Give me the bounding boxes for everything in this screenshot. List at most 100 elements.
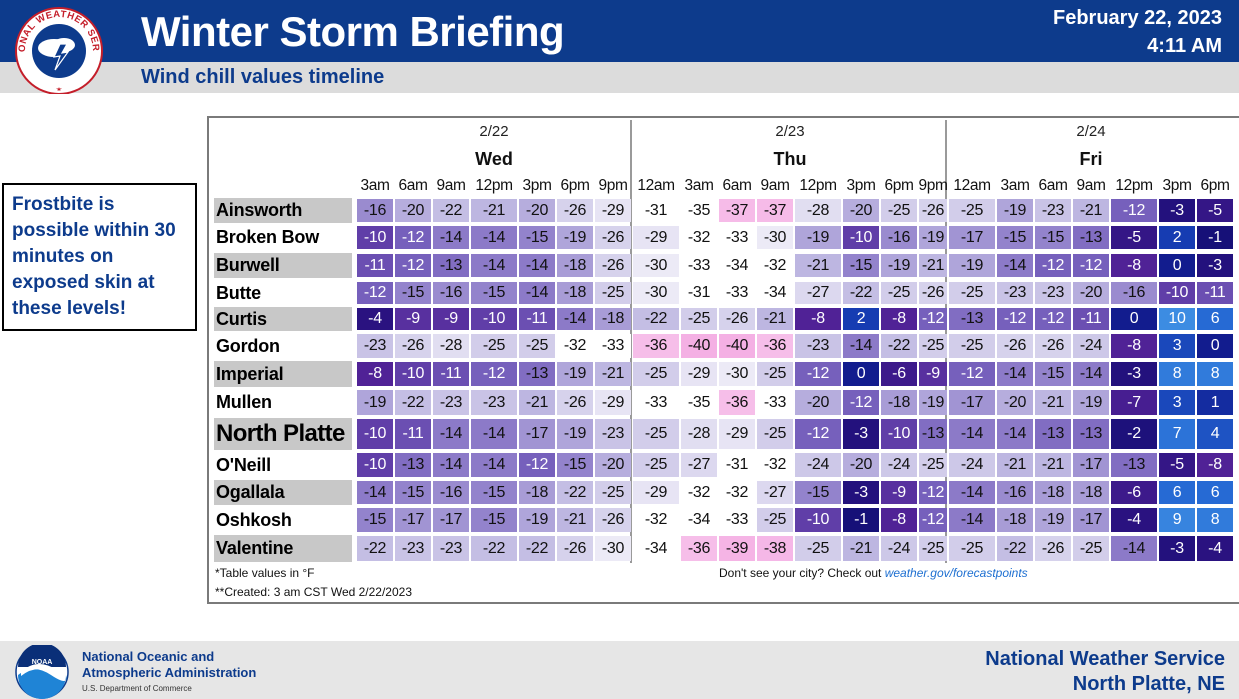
- wind-chill-cell: -20: [843, 453, 879, 477]
- wind-chill-cell: -13: [949, 308, 995, 330]
- hour-header: 12pm: [475, 177, 513, 194]
- wind-chill-cell: -14: [471, 419, 517, 449]
- wind-chill-cell: -12: [471, 362, 517, 386]
- wind-chill-cell: -29: [595, 199, 631, 222]
- wind-chill-cell: -20: [795, 390, 841, 415]
- wind-chill-cell: -26: [557, 536, 593, 561]
- wind-chill-cell: -38: [757, 536, 793, 561]
- wind-chill-cell: -16: [997, 481, 1033, 504]
- hour-header: 9am: [760, 177, 790, 194]
- wind-chill-cell: -33: [681, 254, 717, 277]
- wind-chill-cell: -13: [1073, 419, 1109, 449]
- wind-chill-cell: 1: [1197, 390, 1233, 415]
- wind-chill-cell: -22: [633, 308, 679, 330]
- forecastpoints-link[interactable]: weather.gov/forecastpoints: [884, 566, 1028, 580]
- wind-chill-cell: 8: [1159, 362, 1195, 386]
- wind-chill-cell: -12: [919, 508, 947, 532]
- wind-chill-cell: -24: [1073, 334, 1109, 358]
- wind-chill-cell: -12: [919, 308, 947, 330]
- wind-chill-cell: -15: [471, 508, 517, 532]
- wind-chill-cell: -14: [997, 254, 1033, 277]
- wind-chill-cell: -33: [595, 334, 631, 358]
- wind-chill-cell: -11: [433, 362, 469, 386]
- wind-chill-cell: -1: [843, 508, 879, 532]
- wind-chill-cell: -10: [1159, 282, 1195, 304]
- wind-chill-cell: -9: [881, 481, 917, 504]
- wind-chill-cell: -3: [1159, 536, 1195, 561]
- wind-chill-cell: 3: [1159, 390, 1195, 415]
- wind-chill-cell: -22: [843, 282, 879, 304]
- wind-chill-cell: -32: [719, 481, 755, 504]
- wind-chill-cell: 10: [1159, 308, 1195, 330]
- city-label: Ogallala: [214, 480, 352, 505]
- hour-header: 12pm: [799, 177, 837, 194]
- wind-chill-cell: -35: [681, 199, 717, 222]
- wind-chill-cell: 4: [1197, 419, 1233, 449]
- wind-chill-cell: -25: [949, 536, 995, 561]
- wind-chill-cell: -34: [719, 254, 755, 277]
- hour-header: 12am: [637, 177, 675, 194]
- wind-chill-cell: -8: [795, 308, 841, 330]
- hour-header: 3pm: [1162, 177, 1192, 194]
- wind-chill-cell: -14: [1111, 536, 1157, 561]
- wind-chill-cell: -31: [681, 282, 717, 304]
- wind-chill-cell: -32: [757, 453, 793, 477]
- day-name-header: Thu: [773, 149, 807, 169]
- hour-header: 9am: [1076, 177, 1106, 194]
- hour-header: 6am: [1038, 177, 1068, 194]
- wind-chill-cell: -32: [757, 254, 793, 277]
- wind-chill-cell: -8: [1111, 334, 1157, 358]
- wind-chill-cell: -15: [471, 282, 517, 304]
- wind-chill-cell: -34: [633, 536, 679, 561]
- wind-chill-cell: 6: [1197, 308, 1233, 330]
- wind-chill-cell: -19: [1073, 390, 1109, 415]
- hour-header: 3am: [1000, 177, 1030, 194]
- wind-chill-cell: -27: [795, 282, 841, 304]
- wind-chill-cell: -25: [633, 362, 679, 386]
- wind-chill-cell: -28: [795, 199, 841, 222]
- wind-chill-cell: -11: [519, 308, 555, 330]
- city-label: Oshkosh: [216, 510, 292, 530]
- wind-chill-cell: -40: [681, 334, 717, 358]
- wind-chill-cell: -21: [519, 390, 555, 415]
- wind-chill-cell: -12: [1035, 308, 1071, 330]
- hour-header: 12am: [953, 177, 991, 194]
- wind-chill-cell: -14: [997, 362, 1033, 386]
- wind-chill-cell: -4: [1197, 536, 1233, 561]
- wind-chill-cell: -19: [795, 226, 841, 249]
- wind-chill-cell: 3: [1159, 334, 1195, 358]
- wind-chill-cell: -25: [519, 334, 555, 358]
- wind-chill-cell: -8: [357, 362, 393, 386]
- wind-chill-cell: -10: [395, 362, 431, 386]
- wind-chill-cell: -18: [595, 308, 631, 330]
- wind-chill-cell: -14: [949, 508, 995, 532]
- wind-chill-cell: -32: [633, 508, 679, 532]
- hour-header: 3pm: [522, 177, 552, 194]
- wind-chill-cell: -19: [357, 390, 393, 415]
- header-bar: [0, 0, 1239, 62]
- wind-chill-cell: -24: [949, 453, 995, 477]
- wind-chill-cell: -18: [881, 390, 917, 415]
- hour-header: 6pm: [1200, 177, 1230, 194]
- wind-chill-cell: -12: [519, 453, 555, 477]
- wind-chill-cell: -23: [433, 390, 469, 415]
- wind-chill-cell: -15: [795, 481, 841, 504]
- wind-chill-cell: -4: [1111, 508, 1157, 532]
- wind-chill-cell: -25: [681, 308, 717, 330]
- wind-chill-cell: -9: [395, 308, 431, 330]
- wind-chill-cell: -33: [719, 282, 755, 304]
- wind-chill-cell: -27: [757, 481, 793, 504]
- wind-chill-cell: -23: [997, 282, 1033, 304]
- wind-chill-cell: -19: [881, 254, 917, 277]
- wind-chill-cell: -40: [719, 334, 755, 358]
- wind-chill-cell: -12: [949, 362, 995, 386]
- wind-chill-cell: -13: [1035, 419, 1071, 449]
- wind-chill-cell: -14: [843, 334, 879, 358]
- wind-chill-cell: -6: [1111, 481, 1157, 504]
- wind-chill-cell: -22: [557, 481, 593, 504]
- wind-chill-cell: -13: [433, 254, 469, 277]
- frostbite-callout: Frostbite is possible within 30 minutes …: [2, 183, 197, 331]
- wind-chill-cell: -19: [919, 226, 947, 249]
- wind-chill-cell: -19: [557, 226, 593, 249]
- wind-chill-cell: 0: [1197, 334, 1233, 358]
